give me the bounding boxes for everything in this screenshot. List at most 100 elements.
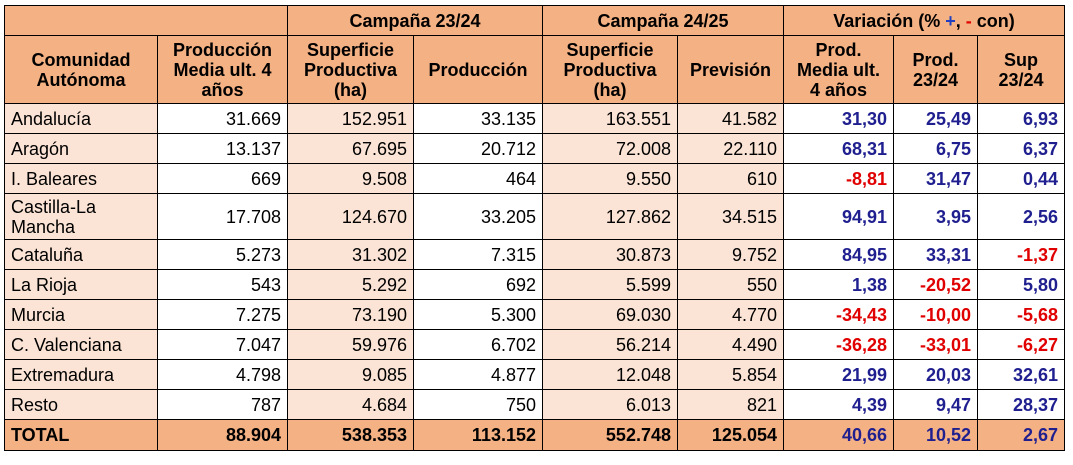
value-cell: 34.515 [677, 193, 784, 240]
value-cell: 5.273 [157, 239, 288, 270]
variation-cell: -36,28 [783, 329, 894, 360]
region-name-cell: Resto [4, 389, 158, 420]
variation-cell: 5,80 [977, 269, 1065, 300]
value-cell: 4.770 [677, 299, 784, 330]
table-row: I. Baleares 669 9.508 464 9.550 610 -8,81 31,47… [4, 163, 1065, 194]
value-cell: 9.085 [287, 359, 414, 390]
variation-cell: -33,01 [893, 329, 978, 360]
variation-cell: 31,30 [783, 103, 894, 134]
value-cell: 4.798 [157, 359, 288, 390]
value-cell: 692 [413, 269, 543, 300]
total-label: TOTAL [4, 419, 158, 451]
variation-plus-sign: + [945, 10, 956, 31]
column-header: Producción Media ult. 4 años [157, 35, 288, 104]
variation-cell: 94,91 [783, 193, 894, 240]
value-cell: 124.670 [287, 193, 414, 240]
region-name-cell: Cataluña [4, 239, 158, 270]
table-row: Castilla-La Mancha 17.708 124.670 33.205 127… [4, 193, 1065, 240]
variation-cell: -34,43 [783, 299, 894, 330]
value-cell: 5.292 [287, 269, 414, 300]
variation-cell: -1,37 [977, 239, 1065, 270]
variation-cell: 84,95 [783, 239, 894, 270]
value-cell: 20.712 [413, 133, 543, 164]
total-value-cell: 88.904 [157, 419, 288, 451]
value-cell: 30.873 [542, 239, 678, 270]
column-header: Producción [413, 35, 543, 104]
value-cell: 610 [677, 163, 784, 194]
campaign-header-row: Campaña 23/24 Campaña 24/25 Variación (%… [4, 5, 1065, 36]
region-name-cell: Aragón [4, 133, 158, 164]
total-variation-cell: 2,67 [977, 419, 1065, 451]
column-header: Previsión [677, 35, 784, 104]
region-name-cell: C. Valenciana [4, 329, 158, 360]
value-cell: 9.752 [677, 239, 784, 270]
total-value-cell: 125.054 [677, 419, 784, 451]
value-cell: 7.315 [413, 239, 543, 270]
total-variation-cell: 10,52 [893, 419, 978, 451]
value-cell: 5.300 [413, 299, 543, 330]
campaign-2425-header: Campaña 24/25 [542, 5, 784, 36]
variation-cell: 68,31 [783, 133, 894, 164]
value-cell: 73.190 [287, 299, 414, 330]
value-cell: 72.008 [542, 133, 678, 164]
total-row: TOTAL 88.904 538.353 113.152 552.748 125.054 4… [4, 419, 1065, 451]
total-value-cell: 538.353 [287, 419, 414, 451]
table-body: Andalucía 31.669 152.951 33.135 163.551 41.58… [4, 103, 1065, 451]
column-header: Superficie Productiva (ha) [542, 35, 678, 104]
value-cell: 4.877 [413, 359, 543, 390]
column-header-row: Comunidad Autónoma Producción Media ult. … [4, 35, 1065, 104]
value-cell: 152.951 [287, 103, 414, 134]
column-header: Superficie Productiva (ha) [287, 35, 414, 104]
value-cell: 69.030 [542, 299, 678, 330]
table-row: La Rioja 543 5.292 692 5.599 550 1,38 -20,52 5,8… [4, 269, 1065, 300]
value-cell: 6.702 [413, 329, 543, 360]
variation-cell: 33,31 [893, 239, 978, 270]
region-name-cell: La Rioja [4, 269, 158, 300]
variation-separator: , [955, 10, 966, 31]
value-cell: 67.695 [287, 133, 414, 164]
variation-cell: -8,81 [783, 163, 894, 194]
value-cell: 9.508 [287, 163, 414, 194]
variation-cell: -20,52 [893, 269, 978, 300]
value-cell: 163.551 [542, 103, 678, 134]
value-cell: 7.275 [157, 299, 288, 330]
variation-cell: 3,95 [893, 193, 978, 240]
column-header: Prod. 23/24 [893, 35, 978, 104]
value-cell: 6.013 [542, 389, 678, 420]
variation-cell: 2,56 [977, 193, 1065, 240]
table-row: Extremadura 4.798 9.085 4.877 12.048 5.854 21,… [4, 359, 1065, 390]
value-cell: 7.047 [157, 329, 288, 360]
variation-cell: 21,99 [783, 359, 894, 390]
value-cell: 4.490 [677, 329, 784, 360]
value-cell: 22.110 [677, 133, 784, 164]
variation-header: Variación (% +, - con) [783, 5, 1065, 36]
value-cell: 5.854 [677, 359, 784, 390]
value-cell: 821 [677, 389, 784, 420]
table-row: Andalucía 31.669 152.951 33.135 163.551 41.58… [4, 103, 1065, 134]
column-header: Prod. Media ult. 4 años [783, 35, 894, 104]
value-cell: 543 [157, 269, 288, 300]
variation-minus-sign: - [965, 10, 972, 31]
value-cell: 9.550 [542, 163, 678, 194]
value-cell: 127.862 [542, 193, 678, 240]
variation-cell: 9,47 [893, 389, 978, 420]
variation-suffix: con) [971, 10, 1015, 31]
variation-prefix: Variación (% [833, 10, 946, 31]
table-row: Aragón 13.137 67.695 20.712 72.008 22.110 68,3… [4, 133, 1065, 164]
variation-cell: 31,47 [893, 163, 978, 194]
value-cell: 669 [157, 163, 288, 194]
region-name-cell: I. Baleares [4, 163, 158, 194]
column-header: Sup 23/24 [977, 35, 1065, 104]
region-name-cell: Castilla-La Mancha [4, 193, 158, 240]
variation-cell: 0,44 [977, 163, 1065, 194]
variation-cell: 6,37 [977, 133, 1065, 164]
value-cell: 33.135 [413, 103, 543, 134]
total-value-cell: 113.152 [413, 419, 543, 451]
variation-cell: -10,00 [893, 299, 978, 330]
region-name-cell: Murcia [4, 299, 158, 330]
column-header: Comunidad Autónoma [4, 35, 158, 104]
value-cell: 12.048 [542, 359, 678, 390]
value-cell: 5.599 [542, 269, 678, 300]
crop-production-table: Campaña 23/24 Campaña 24/25 Variación (%… [4, 5, 1065, 451]
table-row: Murcia 7.275 73.190 5.300 69.030 4.770 -34,43-… [4, 299, 1065, 330]
